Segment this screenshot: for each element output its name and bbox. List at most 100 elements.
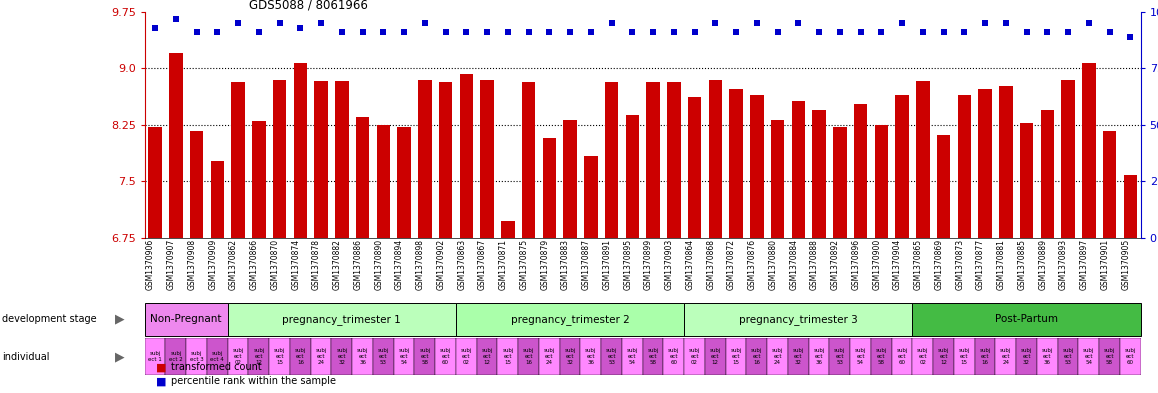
- Text: GDS5088 / 8061966: GDS5088 / 8061966: [249, 0, 368, 12]
- Text: subj
ect
24: subj ect 24: [543, 348, 555, 365]
- Text: GSM1370864: GSM1370864: [686, 239, 695, 290]
- Text: percentile rank within the sample: percentile rank within the sample: [171, 376, 336, 386]
- Text: development stage: development stage: [2, 314, 97, 324]
- Text: subj
ect
24: subj ect 24: [1001, 348, 1011, 365]
- Bar: [477, 338, 498, 375]
- Text: ■: ■: [156, 362, 167, 373]
- Bar: [1061, 79, 1075, 238]
- Point: [830, 29, 849, 35]
- Text: GSM1370878: GSM1370878: [313, 239, 321, 290]
- Text: subj
ect
60: subj ect 60: [440, 348, 452, 365]
- Text: GSM1370865: GSM1370865: [914, 239, 923, 290]
- Bar: [833, 127, 846, 238]
- Text: GSM1370897: GSM1370897: [1079, 239, 1089, 290]
- Bar: [435, 338, 456, 375]
- Bar: [310, 338, 331, 375]
- Point: [353, 29, 372, 35]
- Bar: [352, 338, 373, 375]
- Point: [499, 29, 518, 35]
- Point: [208, 29, 227, 35]
- Text: subj
ect
60: subj ect 60: [1124, 348, 1136, 365]
- Bar: [1123, 175, 1137, 238]
- Bar: [269, 338, 290, 375]
- Text: GSM1370871: GSM1370871: [499, 239, 508, 290]
- Bar: [684, 338, 705, 375]
- Bar: [999, 86, 1012, 238]
- Bar: [456, 338, 477, 375]
- Bar: [709, 79, 723, 238]
- Point: [229, 20, 248, 26]
- Bar: [331, 338, 352, 375]
- Point: [146, 24, 164, 31]
- Bar: [249, 338, 269, 375]
- Bar: [604, 82, 618, 238]
- Text: GSM1370886: GSM1370886: [353, 239, 362, 290]
- Text: subj
ect
32: subj ect 32: [1021, 348, 1032, 365]
- Point: [665, 29, 683, 35]
- Text: GSM1370904: GSM1370904: [893, 239, 902, 290]
- Text: GSM1370867: GSM1370867: [478, 239, 488, 290]
- Bar: [1016, 338, 1036, 375]
- Point: [332, 29, 351, 35]
- Bar: [1078, 338, 1099, 375]
- Text: subj
ect
02: subj ect 02: [917, 348, 929, 365]
- Point: [602, 20, 621, 26]
- Bar: [646, 82, 660, 238]
- Bar: [874, 125, 888, 238]
- Bar: [1020, 123, 1033, 238]
- Text: GSM1370893: GSM1370893: [1060, 239, 1068, 290]
- Point: [789, 20, 807, 26]
- Point: [1079, 20, 1098, 26]
- Text: GSM1370891: GSM1370891: [602, 239, 611, 290]
- Bar: [415, 338, 435, 375]
- Text: GSM1370876: GSM1370876: [748, 239, 757, 290]
- Text: GSM1370901: GSM1370901: [1100, 239, 1109, 290]
- Point: [976, 20, 995, 26]
- Text: GSM1370902: GSM1370902: [437, 239, 446, 290]
- Text: subj
ect
12: subj ect 12: [482, 348, 493, 365]
- Bar: [394, 338, 415, 375]
- Text: GSM1370909: GSM1370909: [208, 239, 218, 290]
- Bar: [667, 82, 681, 238]
- Point: [623, 29, 642, 35]
- Bar: [148, 127, 162, 238]
- Point: [540, 29, 558, 35]
- Point: [291, 24, 309, 31]
- Text: subj
ect
12: subj ect 12: [710, 348, 721, 365]
- Bar: [228, 338, 249, 375]
- Bar: [787, 338, 808, 375]
- Bar: [543, 138, 556, 238]
- Point: [997, 20, 1016, 26]
- Bar: [228, 303, 456, 336]
- Text: GSM1370868: GSM1370868: [706, 239, 716, 290]
- Text: subj
ect
02: subj ect 02: [461, 348, 472, 365]
- Bar: [559, 338, 580, 375]
- Point: [457, 29, 476, 35]
- Text: GSM1370896: GSM1370896: [851, 239, 860, 290]
- Point: [312, 20, 330, 26]
- Bar: [538, 338, 559, 375]
- Bar: [211, 161, 225, 238]
- Text: subj
ect
02: subj ect 02: [689, 348, 701, 365]
- Text: subj
ect
24: subj ect 24: [772, 348, 783, 365]
- Text: GSM1370907: GSM1370907: [167, 239, 176, 290]
- Text: ▶: ▶: [115, 350, 124, 363]
- Bar: [356, 117, 369, 238]
- Bar: [954, 338, 975, 375]
- Bar: [996, 338, 1016, 375]
- Text: subj
ect
53: subj ect 53: [606, 348, 617, 365]
- Point: [851, 29, 870, 35]
- Text: subj
ect
36: subj ect 36: [357, 348, 368, 365]
- Text: GSM1370906: GSM1370906: [146, 239, 155, 290]
- Text: GSM1370899: GSM1370899: [644, 239, 653, 290]
- Bar: [584, 156, 598, 238]
- Bar: [975, 338, 996, 375]
- Bar: [186, 338, 207, 375]
- Text: pregnancy_trimester 3: pregnancy_trimester 3: [739, 314, 858, 325]
- Text: Post-Partum: Post-Partum: [995, 314, 1058, 324]
- Text: subj
ect
16: subj ect 16: [523, 348, 534, 365]
- Text: subj
ect
53: subj ect 53: [1062, 348, 1073, 365]
- Bar: [169, 53, 183, 238]
- Text: subj
ect
58: subj ect 58: [419, 348, 431, 365]
- Text: Non-Pregnant: Non-Pregnant: [151, 314, 222, 324]
